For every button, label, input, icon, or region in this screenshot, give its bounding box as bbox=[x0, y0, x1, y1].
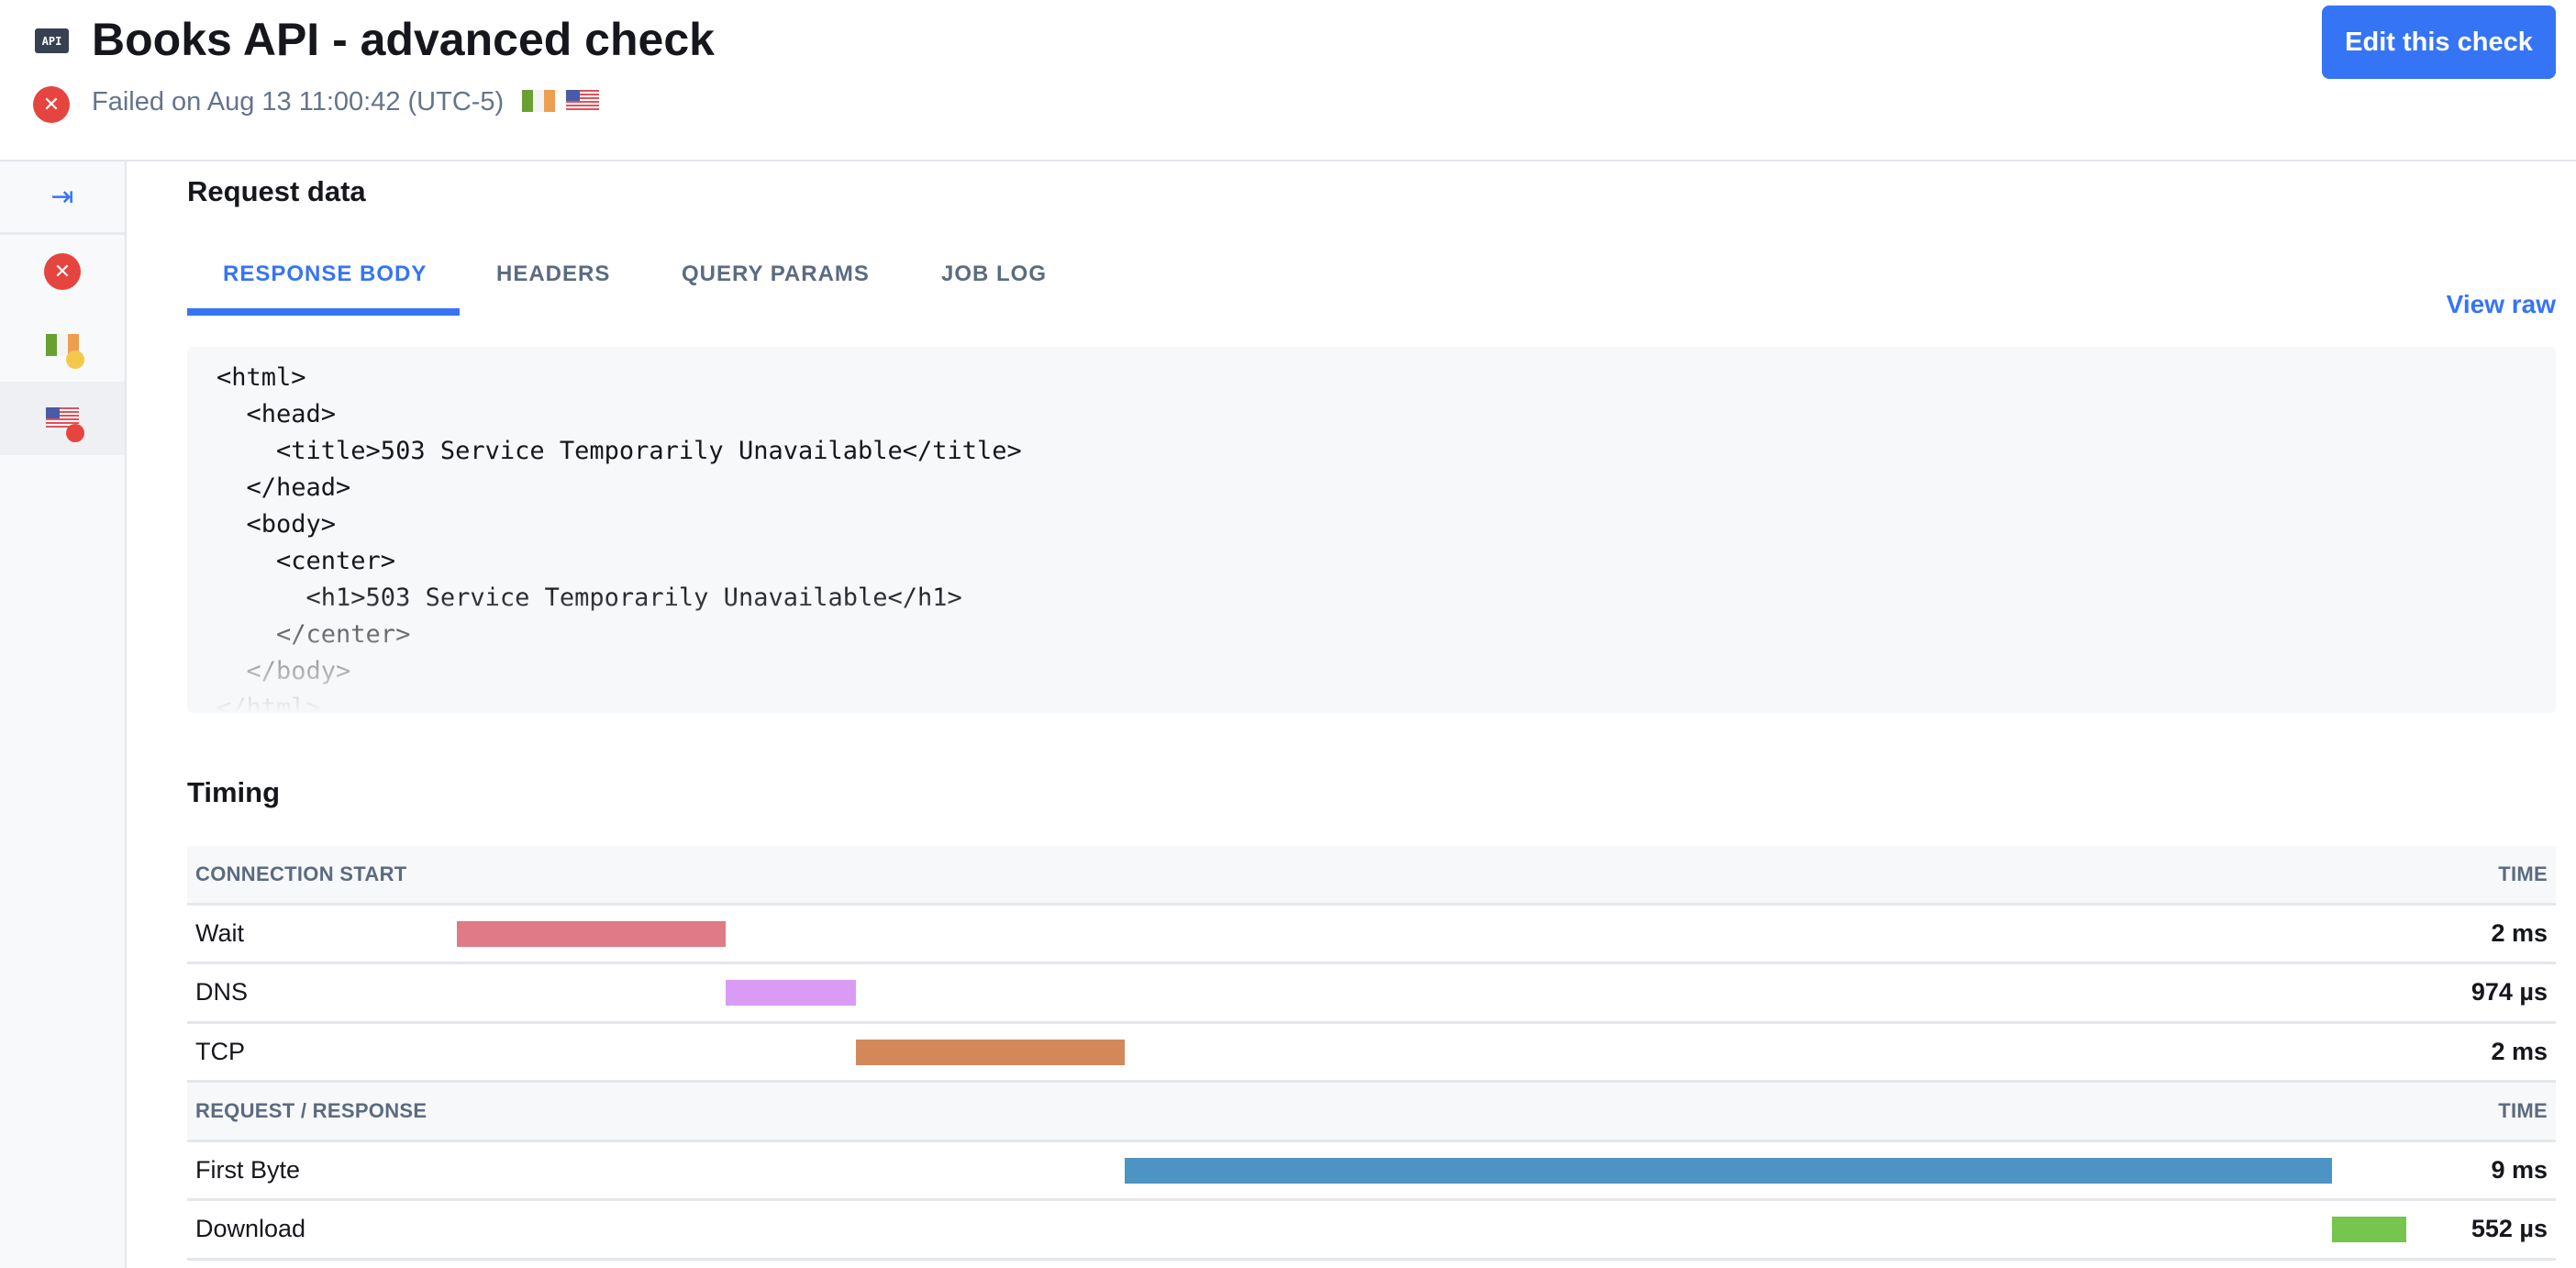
tab-job-log[interactable]: JOB LOG bbox=[941, 261, 1048, 286]
timing-label: First Byte bbox=[195, 1155, 301, 1184]
timing-heading: Timing bbox=[187, 776, 281, 808]
timing-value: 2 ms bbox=[2491, 1037, 2548, 1065]
response-body-code[interactable]: <html> <head> <title>503 Service Tempora… bbox=[187, 347, 2556, 713]
timing-row: First Byte 9 ms bbox=[187, 1142, 2556, 1201]
edit-check-button[interactable]: Edit this check bbox=[2322, 6, 2556, 79]
timing-bar-dns bbox=[725, 980, 857, 1006]
status-dot-icon bbox=[66, 424, 84, 442]
timing-row: Wait 2 ms bbox=[187, 906, 2556, 964]
sidebar-item-failed[interactable]: ✕ bbox=[0, 235, 125, 308]
sidebar-item-us[interactable] bbox=[0, 382, 125, 455]
expand-sidebar-icon: ⇥ bbox=[50, 181, 74, 213]
expand-sidebar-button[interactable]: ⇥ bbox=[0, 161, 125, 235]
tab-query-params[interactable]: QUERY PARAMS bbox=[682, 261, 870, 286]
page-title: Books API - advanced check bbox=[92, 14, 715, 65]
timing-label: Wait bbox=[195, 918, 244, 947]
timing-row: DNS 974 µs bbox=[187, 964, 2556, 1024]
tab-headers[interactable]: HEADERS bbox=[496, 261, 611, 286]
timing-value: 552 µs bbox=[2471, 1215, 2548, 1243]
timing-row: TCP 2 ms bbox=[187, 1024, 2556, 1083]
group-label: REQUEST / RESPONSE bbox=[195, 1098, 427, 1122]
active-tab-indicator bbox=[187, 308, 460, 316]
header-divider bbox=[0, 160, 2576, 161]
timing-group-header: REQUEST / RESPONSE TIME bbox=[187, 1083, 2556, 1142]
time-column-header: TIME bbox=[2498, 1098, 2548, 1122]
timing-value: 9 ms bbox=[2491, 1155, 2548, 1184]
timing-label: DNS bbox=[195, 978, 249, 1007]
timing-label: TCP bbox=[195, 1037, 245, 1065]
group-label: CONNECTION START bbox=[195, 862, 407, 885]
request-data-heading: Request data bbox=[187, 175, 366, 207]
time-column-header: TIME bbox=[2498, 862, 2548, 885]
timing-value: 2 ms bbox=[2491, 918, 2548, 947]
timing-table: CONNECTION START TIME Wait 2 ms DNS 974 µs TCP… bbox=[187, 846, 2556, 1261]
sidebar: ⇥ ✕ bbox=[0, 161, 127, 1268]
status-text: Failed on Aug 13 11:00:42 (UTC-5) bbox=[92, 87, 505, 117]
timing-bar-wait bbox=[457, 920, 726, 947]
timing-bar-tcp bbox=[856, 1039, 1125, 1065]
api-icon: API bbox=[35, 28, 69, 53]
timing-bar-first-byte bbox=[1124, 1157, 2333, 1184]
error-icon: ✕ bbox=[33, 86, 70, 123]
us-flag-icon bbox=[566, 90, 600, 112]
error-icon: ✕ bbox=[44, 253, 81, 290]
code-fade bbox=[187, 584, 2556, 713]
timing-value: 974 µs bbox=[2471, 978, 2548, 1007]
view-raw-link[interactable]: View raw bbox=[2446, 290, 2556, 318]
timing-bar-download bbox=[2332, 1217, 2406, 1242]
status-line: Failed on Aug 13 11:00:42 (UTC-5) bbox=[92, 87, 600, 117]
timing-group-header: CONNECTION START TIME bbox=[187, 846, 2556, 906]
sidebar-item-ireland[interactable] bbox=[0, 308, 125, 382]
status-dot-icon bbox=[66, 350, 84, 369]
timing-label: Download bbox=[195, 1215, 306, 1243]
tab-response-body[interactable]: RESPONSE BODY bbox=[223, 261, 427, 286]
ireland-flag-icon bbox=[522, 90, 556, 112]
timing-row: Download 552 µs bbox=[187, 1201, 2556, 1261]
